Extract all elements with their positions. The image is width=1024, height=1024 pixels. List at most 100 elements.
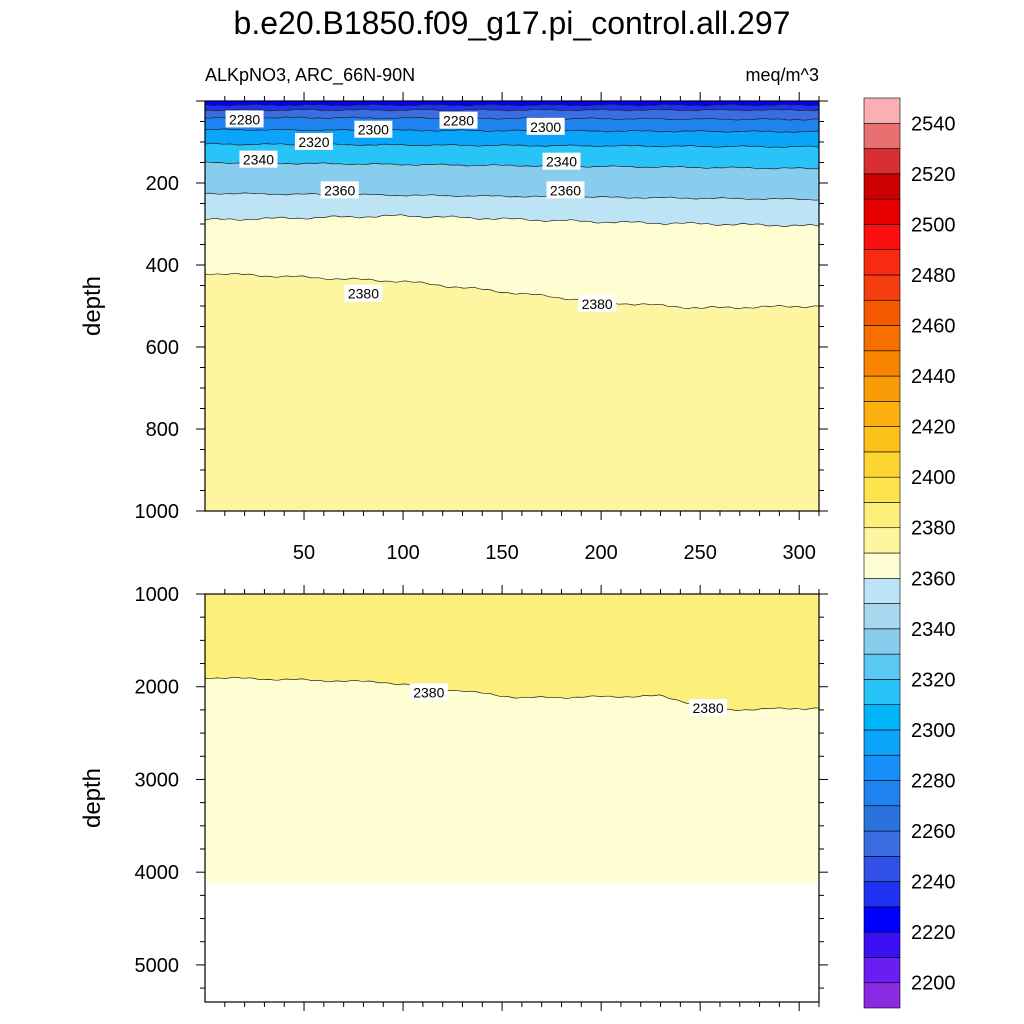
colorbar-cell <box>863 426 901 453</box>
colorbar-cell <box>863 830 901 857</box>
contour-line-2380 <box>205 272 819 309</box>
colorbar: 2200 2220 2240 2260 2280 2300 2320 2340 2360 2380… <box>863 97 956 1009</box>
colorbar-tick-label: 2260 <box>911 821 956 843</box>
y-tick-label: 200 <box>146 173 179 195</box>
contour-label: 2300 <box>526 117 565 135</box>
colorbar-cell <box>863 502 901 529</box>
contour-label-text: 2320 <box>298 134 329 150</box>
colorbar-cell <box>863 653 901 680</box>
contour-label-text: 2380 <box>348 286 379 302</box>
colorbar-cell <box>863 173 901 200</box>
contour-label: 2380 <box>344 284 383 302</box>
contour-line-2280 <box>205 116 819 121</box>
contour-band-2320 <box>205 143 819 169</box>
colorbar-cell <box>863 982 901 1009</box>
contour-label: 2360 <box>546 181 585 199</box>
contour-label: 2340 <box>239 150 278 168</box>
contour-label: 2380 <box>409 683 448 701</box>
lower-axes: 1000 2000 3000 4000 5000 <box>135 584 828 1011</box>
colorbar-tick-label: 2420 <box>911 417 956 439</box>
colorbar-cell <box>863 552 901 579</box>
upper-contour-fills <box>205 101 819 511</box>
contour-label: 2280 <box>225 110 264 128</box>
x-tick-label: 300 <box>783 542 816 564</box>
colorbar-tick-label: 2320 <box>911 669 956 691</box>
colorbar-cell <box>863 754 901 781</box>
colorbar-tick-label: 2400 <box>911 467 956 489</box>
contour-line-2360 <box>205 192 819 201</box>
x-tick-label: 250 <box>683 542 716 564</box>
colorbar-cell <box>863 224 901 250</box>
contour-label-text: 2340 <box>546 154 577 170</box>
contour-band-2380 <box>205 273 819 511</box>
colorbar-cell <box>863 729 901 756</box>
colorbar-cell <box>863 451 901 478</box>
contour-label-text: 2340 <box>243 152 274 168</box>
colorbar-tick-label: 2480 <box>911 265 956 287</box>
colorbar-cell <box>863 628 901 655</box>
colorbar-cell <box>863 198 901 225</box>
x-tick-label: 150 <box>485 542 518 564</box>
lower-y-axis-label: depth <box>79 768 106 828</box>
colorbar-tick-label: 2220 <box>911 922 956 944</box>
contour-label-text: 2280 <box>229 111 260 127</box>
colorbar-cell <box>863 603 901 630</box>
colorbar-tick-label: 2360 <box>911 568 956 590</box>
colorbar-cell <box>863 805 901 832</box>
contour-label: 2280 <box>439 111 478 129</box>
colorbar-cell <box>863 350 901 377</box>
colorbar-tick-label: 2540 <box>911 113 956 135</box>
colorbar-cell <box>863 476 901 503</box>
contour-line-2370 <box>205 214 819 227</box>
contour-label-text: 2380 <box>693 700 724 716</box>
plot-title: b.e20.B1850.f09_g17.pi_control.all.297 <box>234 5 791 41</box>
colorbar-cell <box>863 299 901 326</box>
contour-label-text: 2300 <box>358 122 389 138</box>
lower-contour-fills <box>205 594 819 884</box>
contour-band-2390 <box>205 594 819 711</box>
lower-plot-frame <box>204 593 820 1003</box>
colorbar-tick-label: 2520 <box>911 164 956 186</box>
units-subtitle: meq/m^3 <box>746 65 819 85</box>
colorbar-cell <box>863 780 901 807</box>
contour-band-2370 <box>205 677 819 884</box>
contour-label: 2380 <box>689 699 728 717</box>
contour-label-text: 2360 <box>324 182 355 198</box>
y-tick-label: 2000 <box>135 677 180 699</box>
contour-label-text: 2300 <box>530 119 561 135</box>
contour-label: 2320 <box>294 133 333 150</box>
colorbar-cell <box>863 704 901 731</box>
y-tick-label: 4000 <box>135 862 180 884</box>
colorbar-tick-label: 2240 <box>911 872 956 894</box>
lower-panel: 2380 2380 1000 2000 3000 4000 5000 depth <box>79 584 828 1011</box>
contour-line-2240 <box>205 103 819 107</box>
upper-axes: 50 100 150 200 250 300 200 400 600 800 1000 <box>135 92 828 564</box>
contour-label: 2360 <box>320 181 359 199</box>
colorbar-tick-label: 2500 <box>911 214 956 236</box>
upper-contour-labels: 2280 2300 2280 2300 2320 2340 2340 2360 2360 2380… <box>225 110 617 312</box>
contour-label-text: 2360 <box>550 182 581 198</box>
colorbar-cell <box>863 527 901 554</box>
colorbar-cell <box>863 375 901 402</box>
x-tick-label: 50 <box>293 542 315 564</box>
contour-label: 2380 <box>578 294 617 312</box>
y-tick-label: 1000 <box>135 584 180 606</box>
contour-band-2360 <box>205 192 819 227</box>
colorbar-cell <box>863 249 901 276</box>
contour-label: 2300 <box>354 120 393 138</box>
upper-panel: 2280 2300 2280 2300 2320 2340 2340 2360 2360 2380… <box>79 92 828 564</box>
upper-y-axis-label: depth <box>79 276 106 336</box>
contour-line-2300 <box>205 128 819 133</box>
colorbar-cell <box>863 325 901 352</box>
contour-label: 2340 <box>542 152 581 170</box>
contour-band-2370 <box>205 214 819 309</box>
colorbar-cell <box>863 906 901 933</box>
colorbar-tick-label: 2460 <box>911 316 956 338</box>
colorbar-cell <box>863 856 901 882</box>
y-tick-label: 600 <box>146 337 179 359</box>
contour-band-2240 <box>205 104 819 111</box>
colorbar-tick-label: 2200 <box>911 973 956 995</box>
colorbar-cell <box>863 274 901 301</box>
contour-label-text: 2380 <box>582 296 613 312</box>
